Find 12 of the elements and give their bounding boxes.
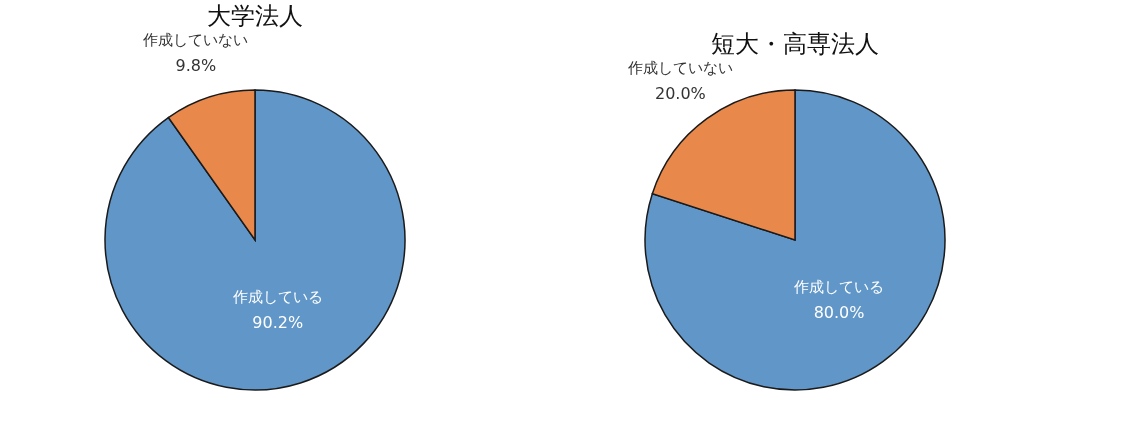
slice-label: 作成している [793, 277, 885, 296]
slice-label: 作成していない [142, 31, 249, 50]
data-label: 9.8% [175, 56, 217, 76]
slice-label: 作成している [231, 288, 323, 307]
data-label: 80.0% [813, 302, 865, 322]
chart-title: 大学法人 [207, 2, 303, 31]
chart-title: 短大・高専法人 [711, 30, 879, 59]
data-label: 90.2% [252, 313, 304, 333]
pie-slice [644, 89, 946, 391]
slice-label: 作成していない [626, 59, 733, 78]
pie-slice [104, 89, 406, 391]
data-label: 20.0% [654, 84, 706, 104]
